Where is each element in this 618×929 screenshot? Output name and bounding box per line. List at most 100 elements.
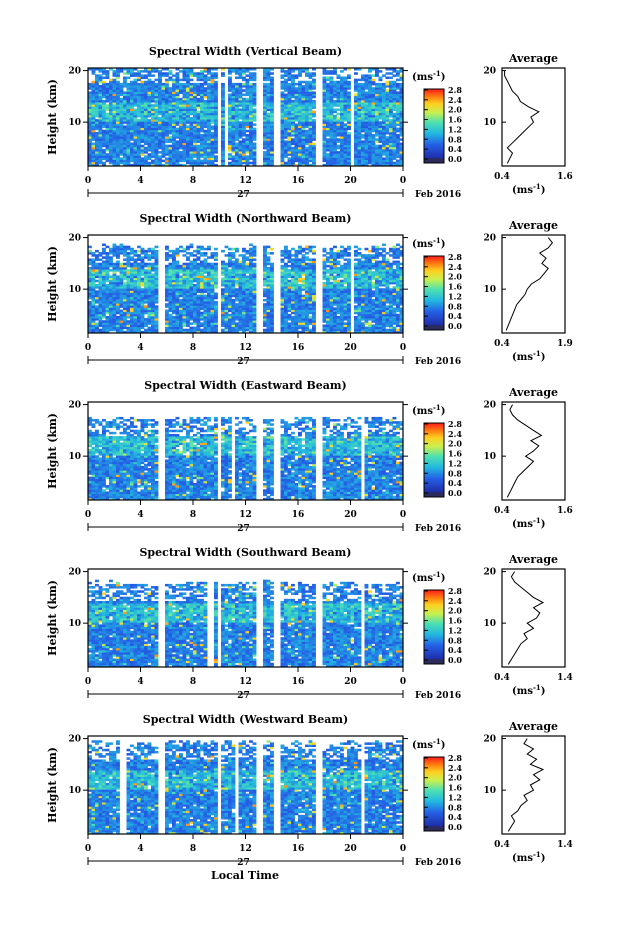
heatmap-cell [144,89,148,92]
heatmap-cell [179,131,183,135]
heatmap-cell [91,155,96,158]
heatmap-cell [231,99,236,103]
heatmap-cell [137,161,141,165]
heatmap-cell [238,254,243,257]
heatmap-cell [203,144,208,148]
heatmap-cell [228,93,232,97]
heatmap-cell [123,142,127,146]
heatmap-cell [357,112,362,116]
heatmap-cell [371,102,376,105]
heatmap-cell [196,110,201,114]
heatmap-cell [133,155,138,158]
heatmap-cell [182,136,187,139]
heatmap-cell [126,129,131,133]
heatmap-cell [396,123,400,126]
heatmap-cell [137,129,141,133]
heatmap-cell [333,159,337,163]
heatmap-cell [266,157,271,161]
heatmap-cell [95,106,99,109]
heatmap-cell [375,129,379,133]
heatmap-cell [378,89,383,92]
heatmap-cell [305,134,309,137]
heatmap-cell [245,85,250,88]
heatmap-cell [378,70,383,73]
heatmap-cell [210,136,215,139]
heatmap-cell [305,82,309,86]
heatmap-cell [91,97,96,101]
heatmap-cell [280,142,285,146]
heatmap-cell [238,146,243,150]
heatmap-cell [221,82,225,86]
heatmap-cell [329,85,334,88]
average-y-tick-label: 10 [483,118,496,128]
heatmap-cell [151,262,155,266]
heatmap-cell [151,134,155,137]
heatmap-cell [126,95,131,99]
heatmap-cell [228,68,232,71]
heatmap-cell [238,85,243,88]
heatmap-cell [196,294,201,298]
heatmap-cell [287,131,292,135]
heatmap-cell [158,95,162,99]
heatmap-cell [270,153,274,156]
heatmap-cell [329,87,334,90]
heatmap-cell [175,161,180,165]
heatmap-cell [361,142,365,146]
heatmap-cell [238,99,243,103]
heatmap-cell [357,127,362,131]
heatmap-cell [392,114,397,118]
heatmap-cell [193,85,197,88]
heatmap-cell [382,157,386,161]
heatmap-cell [357,102,362,105]
heatmap-cell [119,243,124,247]
heatmap-cell [329,93,334,97]
heatmap-cell [116,68,120,71]
heatmap-cell [382,89,386,92]
heatmap-cell [126,87,131,90]
heatmap-cell [235,119,239,122]
heatmap-cell [116,260,120,264]
heatmap-cell [98,151,103,154]
heatmap-cell [294,163,299,167]
heatmap-cell [186,121,190,124]
heatmap-cell [158,142,162,146]
heatmap-cell [168,91,173,94]
heatmap-cell [399,159,404,163]
heatmap-cell [95,138,99,141]
heatmap-cell [364,91,369,94]
heatmap-cell [245,106,250,109]
heatmap-cell [399,151,404,154]
heatmap-cell [228,129,232,133]
heatmap-cell [175,114,180,118]
heatmap-cell [210,117,215,120]
heatmap-cell [294,157,299,161]
heatmap-cell [126,151,131,154]
heatmap-cell [322,80,327,84]
heatmap-cell [284,97,288,101]
heatmap-cell [210,104,215,107]
heatmap-cell [368,138,372,141]
heatmap-cell [336,89,341,92]
heatmap-cell [308,102,313,105]
heatmap-cell [182,138,187,141]
heatmap-cell [385,76,390,80]
heatmap-cell [161,106,166,109]
heatmap-cell [371,117,376,120]
heatmap-cell [154,110,159,114]
heatmap-cell [378,148,383,152]
heatmap-cell [378,123,383,126]
heatmap-cell [284,129,288,133]
heatmap-cell [214,151,218,154]
heatmap-cell [210,146,215,150]
heatmap-cell [284,140,288,143]
heatmap-cell [378,138,383,141]
heatmap-cell [186,93,190,97]
heatmap-cell [336,155,341,158]
heatmap-cell [203,117,208,120]
heatmap-cell [144,110,148,114]
heatmap-cell [186,106,190,109]
heatmap-cell [305,87,309,90]
heatmap-cell [294,82,299,86]
heatmap-cell [231,142,236,146]
heatmap-cell [130,247,134,251]
